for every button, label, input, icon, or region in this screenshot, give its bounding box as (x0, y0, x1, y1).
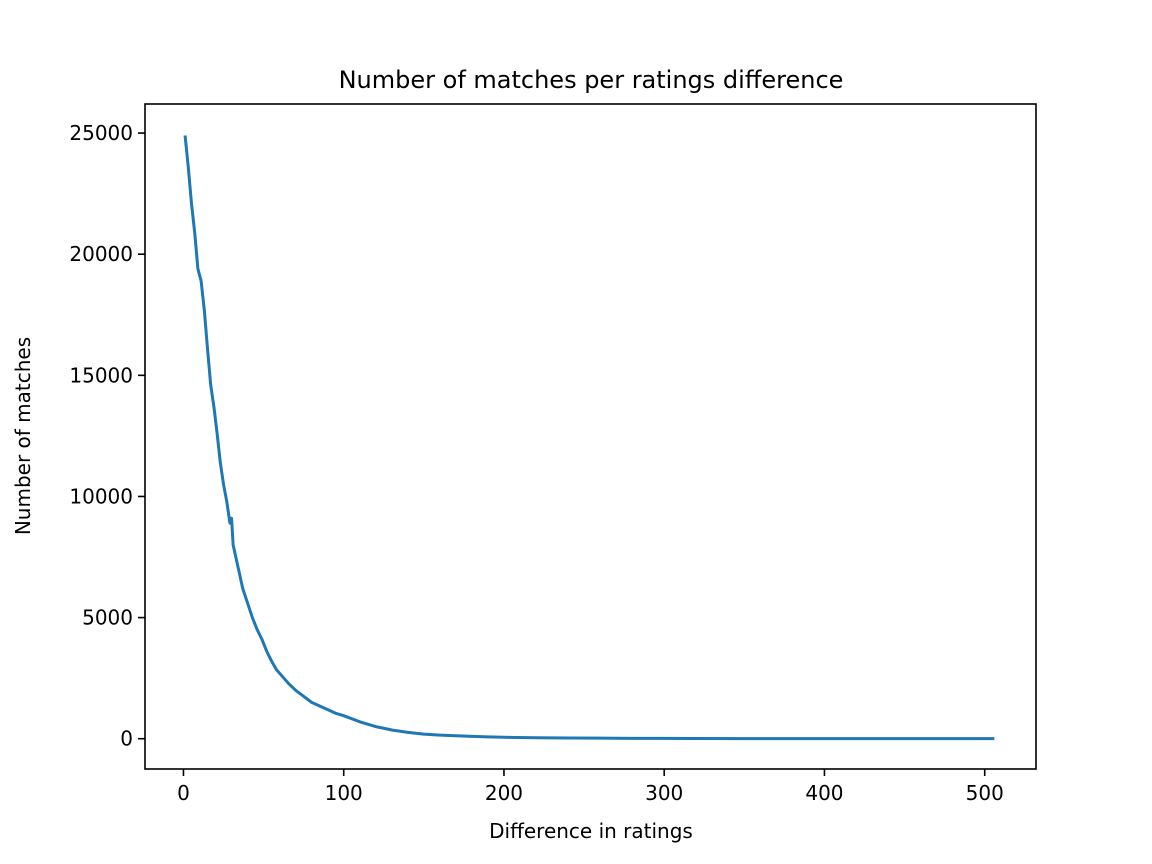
y-axis-ticks: 0 5000 10000 15000 20000 25000 (69, 121, 145, 751)
chart-title: Number of matches per ratings difference (339, 66, 844, 94)
x-axis-ticks: 0 100 200 300 400 500 (177, 769, 1004, 805)
y-tick-label: 10000 (69, 484, 133, 508)
x-tick-label: 300 (645, 781, 683, 805)
x-tick-label: 400 (805, 781, 843, 805)
x-tick-label: 500 (966, 781, 1004, 805)
y-tick-label: 20000 (69, 242, 133, 266)
y-tick-label: 0 (120, 727, 133, 751)
y-tick-label: 25000 (69, 121, 133, 145)
x-tick-label: 200 (485, 781, 523, 805)
x-tick-label: 100 (325, 781, 363, 805)
x-axis-label: Difference in ratings (489, 819, 693, 843)
y-tick-label: 5000 (82, 606, 133, 630)
axes-frame (144, 103, 1037, 770)
plot-area (183, 135, 995, 741)
x-tick-label: 0 (177, 781, 190, 805)
y-tick-label: 15000 (69, 363, 133, 387)
series-line-0 (183, 135, 995, 741)
y-axis-label: Number of matches (11, 337, 35, 535)
